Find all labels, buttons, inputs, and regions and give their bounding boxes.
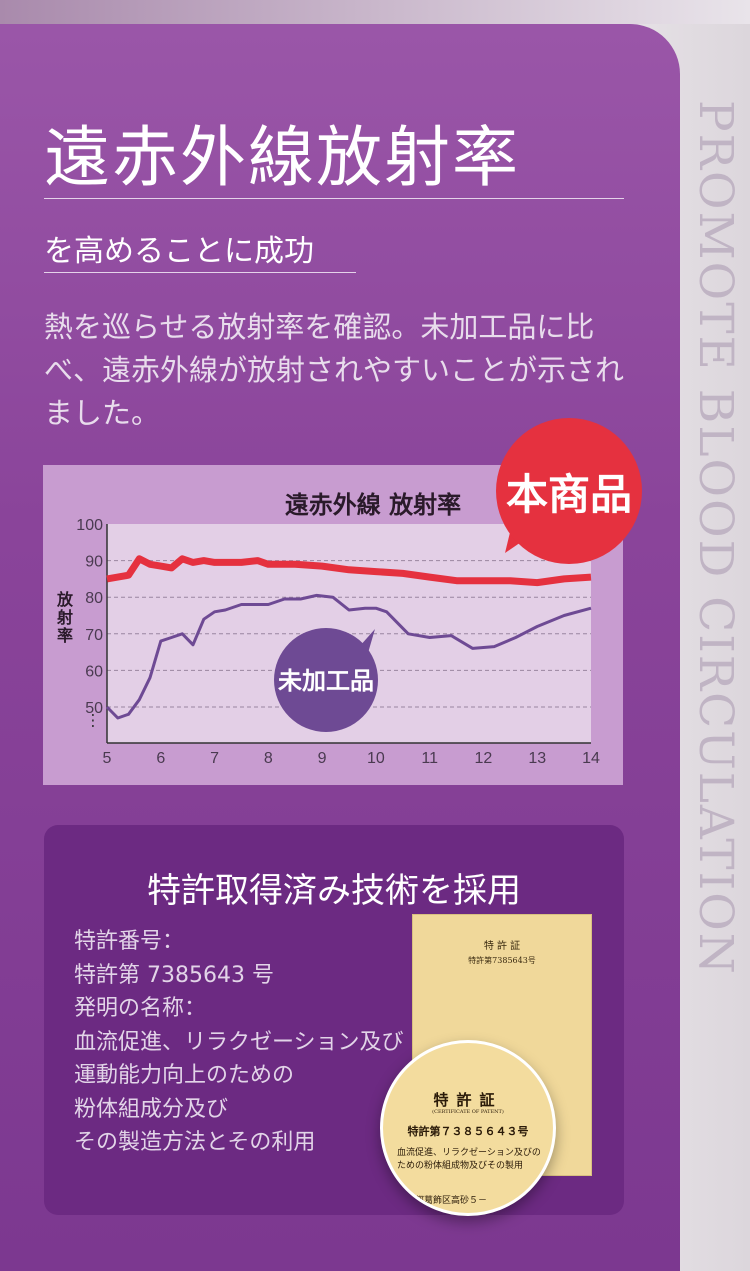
- vertical-tagline: PROMOTE BLOOD CIRCULATION: [688, 100, 743, 976]
- x-tick-label: 6: [156, 750, 165, 767]
- subtitle: を高めることに成功: [44, 234, 314, 269]
- lens-number: 特許第７３８５６４３号: [407, 1125, 529, 1138]
- x-tick-label: 13: [528, 750, 546, 767]
- top-strip: [0, 0, 750, 24]
- x-tick-label: 5: [103, 750, 112, 767]
- lens-desc: 血流促進、リラクゼーション及びのための粉体組成物及びその製用: [397, 1148, 541, 1171]
- product-badge: 本商品: [496, 418, 642, 564]
- patent-title: 特許取得済み技術を採用: [147, 871, 521, 911]
- divider: [44, 272, 356, 273]
- y-axis-label: 放射率: [56, 590, 74, 645]
- page-title: 遠赤外線放射率: [44, 119, 520, 196]
- y-axis-label-char: 放: [56, 590, 74, 609]
- y-tick-label: 70: [85, 627, 103, 644]
- lens-en: (CERTIFICATE OF PATENT): [432, 1109, 504, 1115]
- x-tick-label: 10: [367, 750, 385, 767]
- patent-line: 特許番号：: [74, 929, 185, 954]
- patent-line: 運動能力向上のための: [74, 1063, 295, 1088]
- patent-line: 特許第 7385643 号: [74, 962, 274, 988]
- series-line-product: [106, 555, 592, 587]
- y-tick-label: 90: [85, 554, 103, 571]
- patent-line: その製造方法とその利用: [74, 1130, 316, 1155]
- x-tick-label: 11: [421, 750, 438, 767]
- x-tick-label: 12: [475, 750, 493, 767]
- patent-line: 血流促進、リラクゼーション及び: [74, 1029, 404, 1055]
- chart-title: 遠赤外線 放射率: [284, 491, 462, 519]
- x-tick-label: 14: [582, 750, 600, 767]
- y-tick-label: 50: [85, 700, 103, 717]
- patent-line: 発明の名称：: [74, 996, 207, 1021]
- patent-line: 粉体組成分及び: [74, 1096, 229, 1122]
- raw-badge-label: 未加工品: [278, 667, 374, 695]
- series-line-raw: [105, 593, 592, 720]
- divider: [44, 198, 624, 199]
- y-axis-label-char: 射: [56, 608, 73, 627]
- raw-badge: [274, 628, 378, 732]
- x-tick-label: 9: [318, 750, 327, 767]
- y-tick-label: 100: [76, 517, 103, 534]
- cert-title: 特 許 証: [483, 941, 521, 952]
- lens-title: 特許証: [433, 1091, 503, 1109]
- x-tick-label: 8: [264, 750, 273, 767]
- patent-details: 特許番号： 特許第 7385643 号発明の名称： 血流促進、リラクゼーション及び運…: [74, 925, 404, 1160]
- y-axis-label-char: 率: [57, 626, 73, 645]
- y-tick-label: 80: [85, 590, 103, 607]
- x-tick-label: 7: [210, 750, 219, 767]
- cert-number: 特許第7385643号: [468, 956, 536, 965]
- certificate-magnifier: 特許証 (CERTIFICATE OF PATENT) 特許第７３８５６４３号 …: [380, 1040, 556, 1216]
- lens-address: 東京都葛飾区高砂５－: [397, 1196, 488, 1206]
- axis-break: ⋮: [85, 711, 101, 730]
- y-tick-label: 60: [85, 663, 103, 680]
- description: 熱を巡らせる放射率を確認。未加工品に比べ、遠赤外線が放射されやすいことが示されま…: [44, 310, 625, 430]
- product-badge-label: 本商品: [505, 469, 632, 519]
